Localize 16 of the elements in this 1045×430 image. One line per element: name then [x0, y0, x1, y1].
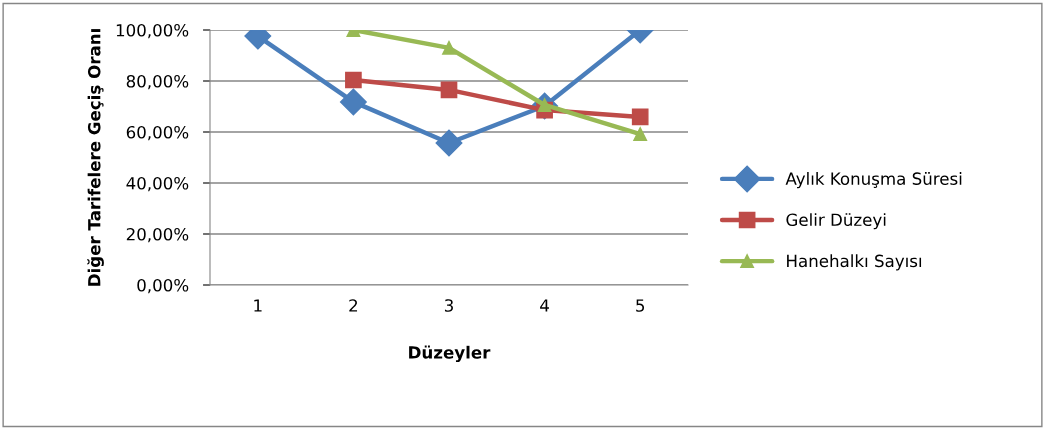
y-tick-label: 80,00% — [126, 74, 189, 90]
legend-label: Aylık Konuşma Süresi — [785, 172, 962, 189]
legend-label: Hanehalkı Sayısı — [787, 254, 922, 271]
x-axis-title: Düzeyler — [409, 345, 491, 363]
y-tick-label: 20,00% — [126, 227, 189, 243]
x-tick-label: 5 — [636, 299, 645, 312]
y-axis-title: Diğer Tarifelere Geçiş Oranı — [87, 29, 104, 286]
y-tick-label: 100,00% — [116, 23, 189, 39]
x-tick-label: 2 — [349, 299, 358, 312]
x-tick-label: 1 — [254, 299, 262, 312]
y-tick-label: 0,00% — [137, 278, 189, 294]
x-tick-label: 3 — [444, 299, 453, 312]
legend-label: Gelir Düzeyi — [786, 213, 886, 230]
y-tick-label: 40,00% — [126, 176, 189, 192]
y-tick-label: 60,00% — [126, 125, 189, 141]
x-tick-label: 4 — [540, 299, 549, 312]
